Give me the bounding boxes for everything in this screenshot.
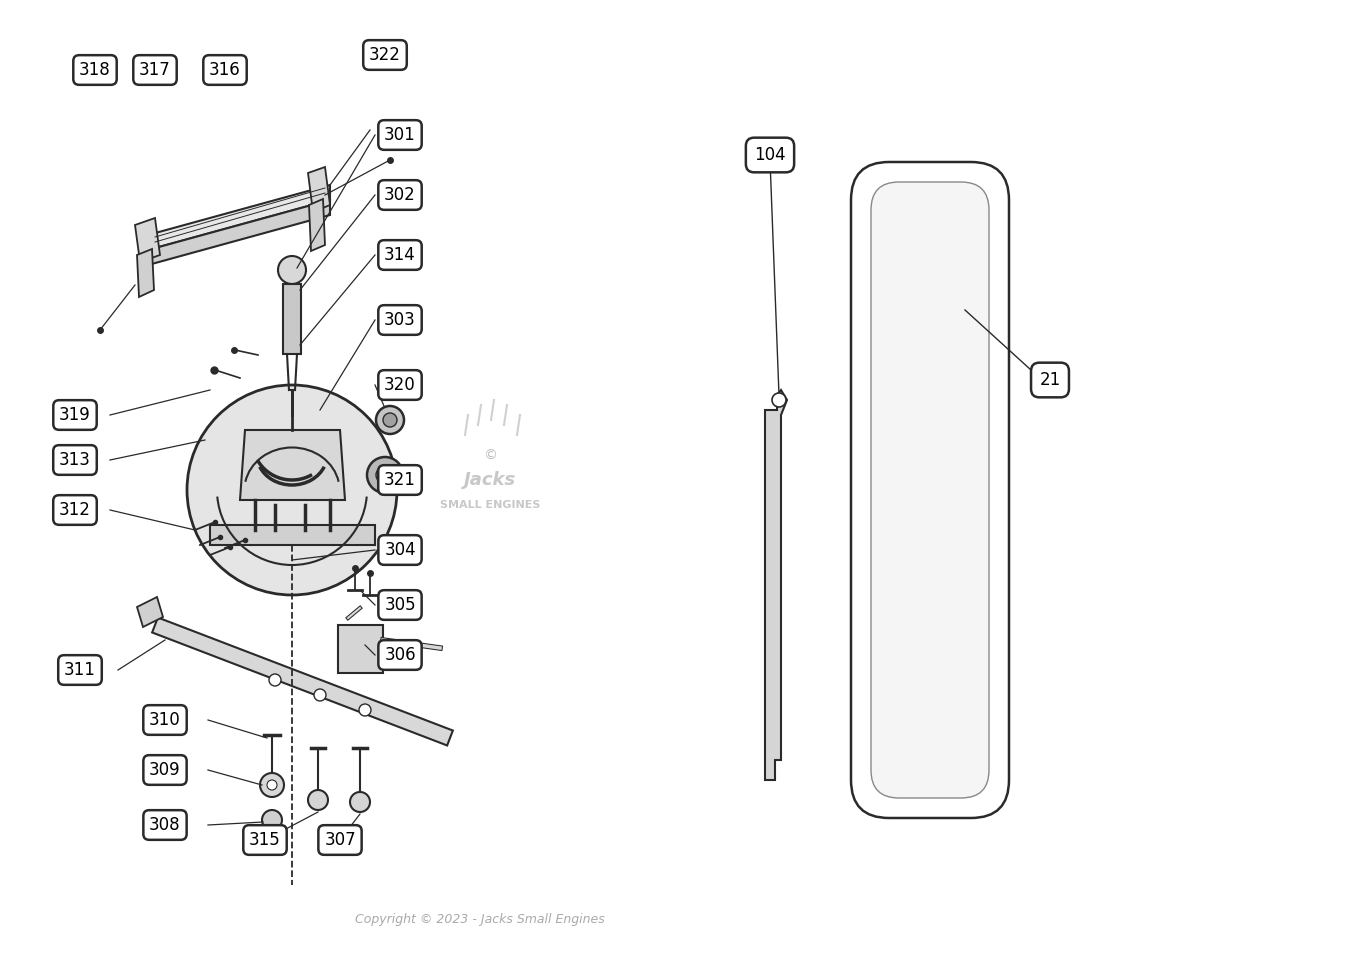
Text: Jacks: Jacks — [463, 471, 516, 489]
Text: SMALL ENGINES: SMALL ENGINES — [440, 500, 540, 510]
Circle shape — [376, 466, 394, 484]
Text: Copyright © 2023 - Jacks Small Engines: Copyright © 2023 - Jacks Small Engines — [355, 914, 605, 926]
Polygon shape — [153, 618, 453, 746]
Polygon shape — [240, 430, 345, 500]
Polygon shape — [765, 390, 788, 780]
Polygon shape — [308, 167, 330, 212]
FancyBboxPatch shape — [851, 162, 1009, 818]
Text: 21: 21 — [1039, 371, 1061, 389]
Text: 104: 104 — [754, 146, 786, 164]
Text: 313: 313 — [59, 451, 91, 469]
Circle shape — [267, 780, 277, 790]
Circle shape — [350, 792, 370, 812]
Circle shape — [771, 393, 786, 407]
Circle shape — [259, 773, 284, 797]
Text: 301: 301 — [384, 126, 416, 144]
Text: 308: 308 — [149, 816, 181, 834]
Text: 315: 315 — [249, 831, 281, 849]
Polygon shape — [135, 218, 159, 262]
Text: 322: 322 — [369, 46, 401, 64]
Polygon shape — [136, 597, 163, 627]
Text: 304: 304 — [384, 541, 416, 559]
Polygon shape — [209, 525, 376, 545]
Text: 311: 311 — [63, 661, 96, 679]
Text: 318: 318 — [80, 61, 111, 79]
Text: 302: 302 — [384, 186, 416, 204]
Text: 314: 314 — [384, 246, 416, 264]
Text: 312: 312 — [59, 501, 91, 519]
Polygon shape — [149, 200, 330, 265]
Circle shape — [359, 704, 372, 716]
Text: 319: 319 — [59, 406, 91, 424]
Text: 317: 317 — [139, 61, 170, 79]
FancyBboxPatch shape — [338, 625, 382, 673]
Text: 320: 320 — [384, 376, 416, 394]
Circle shape — [308, 790, 328, 810]
Text: 305: 305 — [384, 596, 416, 614]
Text: 310: 310 — [149, 711, 181, 729]
Circle shape — [269, 674, 281, 686]
Text: 307: 307 — [324, 831, 355, 849]
Text: 316: 316 — [209, 61, 240, 79]
Polygon shape — [149, 185, 330, 250]
Text: 321: 321 — [384, 471, 416, 489]
Text: 306: 306 — [384, 646, 416, 664]
Circle shape — [367, 457, 403, 493]
Polygon shape — [136, 249, 154, 297]
Circle shape — [382, 413, 397, 427]
FancyBboxPatch shape — [282, 284, 301, 354]
Circle shape — [278, 256, 305, 284]
Polygon shape — [309, 199, 326, 251]
Circle shape — [313, 689, 326, 701]
Text: 303: 303 — [384, 311, 416, 329]
Circle shape — [186, 385, 397, 595]
Circle shape — [262, 810, 282, 830]
FancyBboxPatch shape — [871, 182, 989, 798]
Text: ©: © — [484, 449, 497, 463]
Circle shape — [376, 406, 404, 434]
Text: 309: 309 — [149, 761, 181, 779]
